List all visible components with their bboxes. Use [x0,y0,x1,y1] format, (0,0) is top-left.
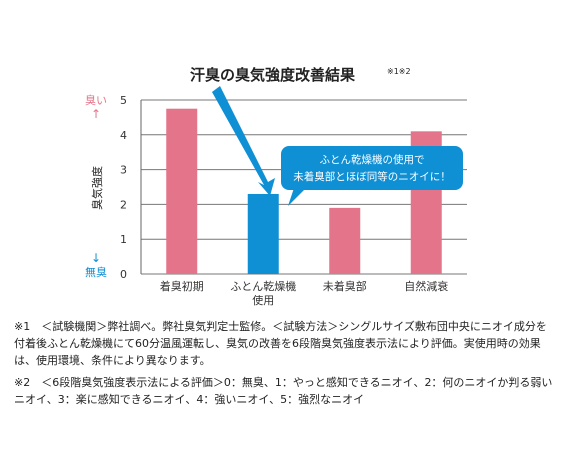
chart-title-note: ※1※2 [387,67,411,76]
bar [247,193,279,274]
x-tick-label: ふとん乾燥機 [230,279,296,293]
y-tick-label: 5 [120,94,127,107]
y-tick-label: 2 [120,198,127,211]
y-bottom-label: 無臭 [85,265,107,279]
y-tick-label: 1 [120,233,127,246]
y-tick-label: 0 [120,268,127,281]
callout-bubble: ふとん乾燥機の使用で 未着臭部とほぼ同等のニオイに！ [281,146,463,206]
y-bottom-arrow: ↓ [91,251,101,265]
x-tick-label: 自然減衰 [404,279,448,293]
callout-box [281,146,463,190]
pointer-arrow [212,86,275,196]
x-tick-label: 未着臭部 [323,279,367,293]
x-tick-label-line2: 使用 [252,294,274,307]
y-tick-label: 4 [120,129,127,142]
footnote-1: ※1 ＜試験機関＞弊社調べ。弊社臭気判定士監修。＜試験方法＞シングルサイズ敷布団… [14,320,547,367]
chart-title: 汗臭の臭気強度改善結果 [190,66,356,84]
y-axis-label: 臭気強度 [90,166,104,210]
chart: 汗臭の臭気強度改善結果 ※1※2 臭い ↑ 臭気強度 ↓ 無臭 0 1 2 3 4 5 着臭… [85,66,467,307]
x-tick-label: 着臭初期 [160,279,204,293]
y-tick-label: 3 [120,164,127,177]
footnote-2: ※2 ＜6段階臭気強度表示法による評価＞0：無臭、1：やっと感知できるニオイ、2… [14,376,553,406]
bar [166,108,198,274]
callout-tail [288,188,306,206]
callout-line1: ふとん乾燥機の使用で [320,153,425,166]
bars-layer [166,108,442,274]
callout-line2: 未着臭部とほぼ同等のニオイに！ [293,170,451,183]
y-top-label: 臭い [85,93,107,107]
bar [329,207,361,274]
y-top-arrow: ↑ [91,107,101,121]
